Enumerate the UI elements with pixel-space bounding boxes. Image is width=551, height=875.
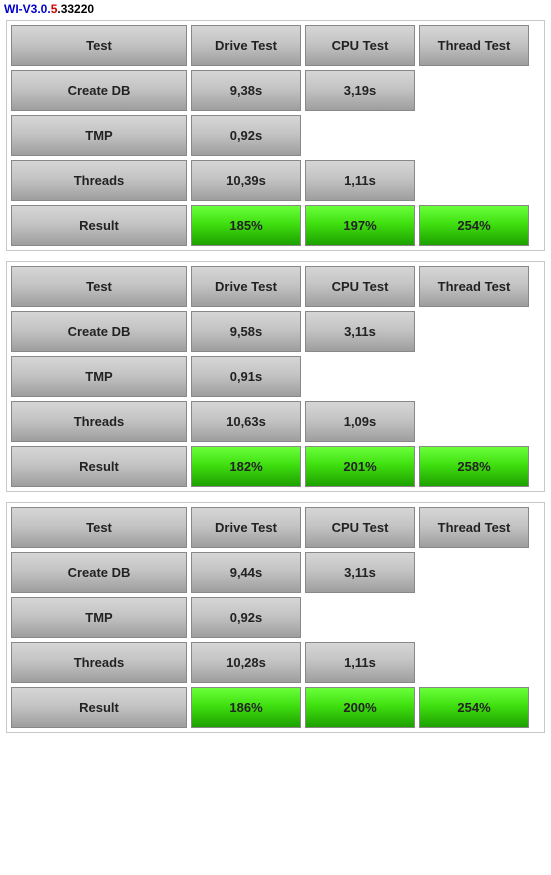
benchmark-panels: TestDrive TestCPU TestThread TestCreate … [0, 20, 551, 733]
result-drive: 182% [191, 446, 301, 487]
result-row: Result186%200%254% [11, 687, 540, 728]
tmp-drive: 0,92s [191, 115, 301, 156]
result-thread: 254% [419, 205, 529, 246]
row-label-create-db: Create DB [11, 552, 187, 593]
tmp-drive: 0,92s [191, 597, 301, 638]
header-drive-test: Drive Test [191, 266, 301, 307]
header-drive-test: Drive Test [191, 25, 301, 66]
header-cpu-test: CPU Test [305, 507, 415, 548]
result-cpu: 200% [305, 687, 415, 728]
version-part-3: .33220 [57, 2, 94, 16]
tmp-row: TMP0,92s [11, 597, 540, 638]
threads-row: Threads10,63s1,09s [11, 401, 540, 442]
tmp-drive: 0,91s [191, 356, 301, 397]
threads-drive: 10,39s [191, 160, 301, 201]
header-cpu-test: CPU Test [305, 266, 415, 307]
threads-drive: 10,28s [191, 642, 301, 683]
create-db-drive: 9,44s [191, 552, 301, 593]
benchmark-panel: TestDrive TestCPU TestThread TestCreate … [6, 20, 545, 251]
threads-drive: 10,63s [191, 401, 301, 442]
benchmark-panel: TestDrive TestCPU TestThread TestCreate … [6, 502, 545, 733]
row-label-threads: Threads [11, 401, 187, 442]
row-label-result: Result [11, 446, 187, 487]
result-drive: 185% [191, 205, 301, 246]
header-drive-test: Drive Test [191, 507, 301, 548]
header-row: TestDrive TestCPU TestThread Test [11, 507, 540, 548]
tmp-row: TMP0,91s [11, 356, 540, 397]
header-thread-test: Thread Test [419, 507, 529, 548]
create-db-cpu: 3,11s [305, 552, 415, 593]
result-thread: 258% [419, 446, 529, 487]
row-label-tmp: TMP [11, 356, 187, 397]
benchmark-panel: TestDrive TestCPU TestThread TestCreate … [6, 261, 545, 492]
create-db-drive: 9,58s [191, 311, 301, 352]
row-label-result: Result [11, 687, 187, 728]
threads-cpu: 1,09s [305, 401, 415, 442]
result-row: Result182%201%258% [11, 446, 540, 487]
result-cpu: 201% [305, 446, 415, 487]
row-label-result: Result [11, 205, 187, 246]
result-thread: 254% [419, 687, 529, 728]
create-db-row: Create DB9,38s3,19s [11, 70, 540, 111]
version-part-1: WI-V3.0. [4, 2, 51, 16]
create-db-cpu: 3,19s [305, 70, 415, 111]
header-thread-test: Thread Test [419, 25, 529, 66]
header-cpu-test: CPU Test [305, 25, 415, 66]
threads-row: Threads10,39s1,11s [11, 160, 540, 201]
version-label: WI-V3.0.5.33220 [0, 0, 551, 18]
header-test: Test [11, 266, 187, 307]
result-drive: 186% [191, 687, 301, 728]
result-cpu: 197% [305, 205, 415, 246]
row-label-tmp: TMP [11, 597, 187, 638]
create-db-drive: 9,38s [191, 70, 301, 111]
threads-cpu: 1,11s [305, 160, 415, 201]
header-thread-test: Thread Test [419, 266, 529, 307]
row-label-create-db: Create DB [11, 311, 187, 352]
row-label-threads: Threads [11, 160, 187, 201]
row-label-threads: Threads [11, 642, 187, 683]
header-test: Test [11, 25, 187, 66]
header-row: TestDrive TestCPU TestThread Test [11, 266, 540, 307]
result-row: Result185%197%254% [11, 205, 540, 246]
threads-row: Threads10,28s1,11s [11, 642, 540, 683]
tmp-row: TMP0,92s [11, 115, 540, 156]
row-label-tmp: TMP [11, 115, 187, 156]
create-db-cpu: 3,11s [305, 311, 415, 352]
create-db-row: Create DB9,58s3,11s [11, 311, 540, 352]
create-db-row: Create DB9,44s3,11s [11, 552, 540, 593]
header-row: TestDrive TestCPU TestThread Test [11, 25, 540, 66]
header-test: Test [11, 507, 187, 548]
threads-cpu: 1,11s [305, 642, 415, 683]
row-label-create-db: Create DB [11, 70, 187, 111]
